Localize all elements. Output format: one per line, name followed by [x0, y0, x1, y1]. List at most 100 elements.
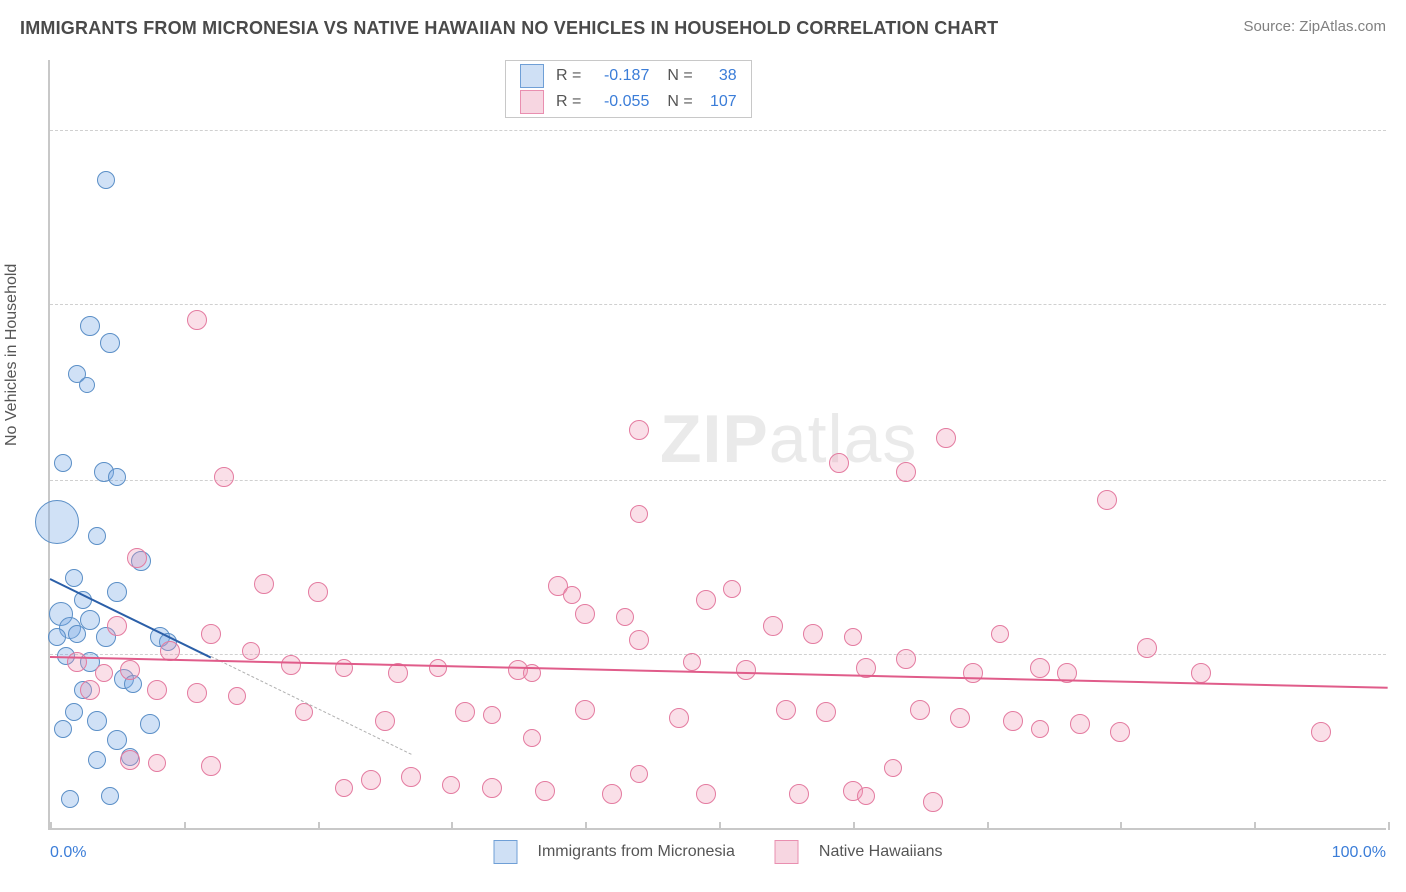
- data-point: [723, 580, 741, 598]
- stats-n-label: N =: [667, 67, 692, 85]
- data-point: [187, 683, 207, 703]
- gridline: [50, 480, 1386, 481]
- watermark: ZIPatlas: [660, 400, 917, 478]
- y-axis-title: No Vehicles in Household: [3, 264, 21, 446]
- y-tick-label: 18.8%: [1391, 294, 1406, 312]
- data-point: [335, 659, 353, 677]
- x-tick: [1120, 822, 1122, 830]
- data-point: [991, 625, 1009, 643]
- legend-label: Immigrants from Micronesia: [538, 843, 735, 861]
- data-point: [896, 462, 916, 482]
- data-point: [857, 787, 875, 805]
- data-point: [107, 582, 127, 602]
- stats-r-label: R =: [556, 93, 581, 111]
- data-point: [523, 729, 541, 747]
- swatch-hawaiian: [520, 90, 544, 114]
- data-point: [147, 680, 167, 700]
- data-point: [1137, 638, 1157, 658]
- stats-r-value: -0.055: [585, 93, 649, 111]
- data-point: [120, 660, 140, 680]
- data-point: [1191, 663, 1211, 683]
- data-point: [803, 624, 823, 644]
- stats-r-value: -0.187: [585, 67, 649, 85]
- data-point: [535, 781, 555, 801]
- data-point: [884, 759, 902, 777]
- data-point: [563, 586, 581, 604]
- data-point: [1003, 711, 1023, 731]
- data-point: [140, 714, 160, 734]
- data-point: [629, 630, 649, 650]
- source-attribution: Source: ZipAtlas.com: [1243, 18, 1386, 35]
- data-point: [79, 377, 95, 393]
- stats-n-value: 107: [697, 93, 737, 111]
- y-tick-label: 12.5%: [1391, 470, 1406, 488]
- legend-item-hawaiian: Native Hawaiians: [775, 840, 943, 864]
- data-point: [1031, 720, 1049, 738]
- data-point: [923, 792, 943, 812]
- data-point: [1311, 722, 1331, 742]
- stats-row-hawaiian: R = -0.055 N = 107: [506, 89, 751, 115]
- data-point: [696, 784, 716, 804]
- data-point: [120, 750, 140, 770]
- data-point: [61, 790, 79, 808]
- legend-item-micronesia: Immigrants from Micronesia: [494, 840, 735, 864]
- data-point: [80, 680, 100, 700]
- chart-legend: Immigrants from Micronesia Native Hawaii…: [494, 840, 943, 864]
- data-point: [67, 652, 87, 672]
- data-point: [1070, 714, 1090, 734]
- stats-n-value: 38: [697, 67, 737, 85]
- data-point: [844, 628, 862, 646]
- data-point: [575, 604, 595, 624]
- data-point: [896, 649, 916, 669]
- data-point: [101, 787, 119, 805]
- legend-label: Native Hawaiians: [819, 843, 943, 861]
- data-point: [1030, 658, 1050, 678]
- swatch-micronesia: [520, 64, 544, 88]
- data-point: [242, 642, 260, 660]
- x-tick: [184, 822, 186, 830]
- data-point: [1097, 490, 1117, 510]
- x-tick: [1254, 822, 1256, 830]
- data-point: [54, 454, 72, 472]
- x-tick: [987, 822, 989, 830]
- data-point: [789, 784, 809, 804]
- x-tick: [1388, 822, 1390, 830]
- x-axis-min-label: 0.0%: [50, 844, 86, 862]
- data-point: [1110, 722, 1130, 742]
- data-point: [214, 467, 234, 487]
- data-point: [335, 779, 353, 797]
- x-tick: [585, 822, 587, 830]
- data-point: [308, 582, 328, 602]
- data-point: [429, 659, 447, 677]
- data-point: [361, 770, 381, 790]
- x-tick: [318, 822, 320, 830]
- legend-swatch-hawaiian: [775, 840, 799, 864]
- data-point: [127, 548, 147, 568]
- data-point: [107, 730, 127, 750]
- data-point: [48, 628, 66, 646]
- chart-title: IMMIGRANTS FROM MICRONESIA VS NATIVE HAW…: [20, 18, 998, 39]
- data-point: [100, 333, 120, 353]
- data-point: [482, 778, 502, 798]
- data-point: [375, 711, 395, 731]
- data-point: [254, 574, 274, 594]
- data-point: [88, 527, 106, 545]
- data-point: [187, 310, 207, 330]
- x-tick: [719, 822, 721, 830]
- x-axis-max-label: 100.0%: [1332, 844, 1386, 862]
- data-point: [228, 687, 246, 705]
- data-point: [630, 765, 648, 783]
- data-point: [97, 171, 115, 189]
- data-point: [95, 664, 113, 682]
- data-point: [401, 767, 421, 787]
- data-point: [616, 608, 634, 626]
- data-point: [575, 700, 595, 720]
- gridline: [50, 130, 1386, 131]
- data-point: [65, 569, 83, 587]
- data-point: [630, 505, 648, 523]
- watermark-zip: ZIP: [660, 401, 769, 477]
- data-point: [829, 453, 849, 473]
- data-point: [669, 708, 689, 728]
- data-point: [963, 663, 983, 683]
- x-tick: [853, 822, 855, 830]
